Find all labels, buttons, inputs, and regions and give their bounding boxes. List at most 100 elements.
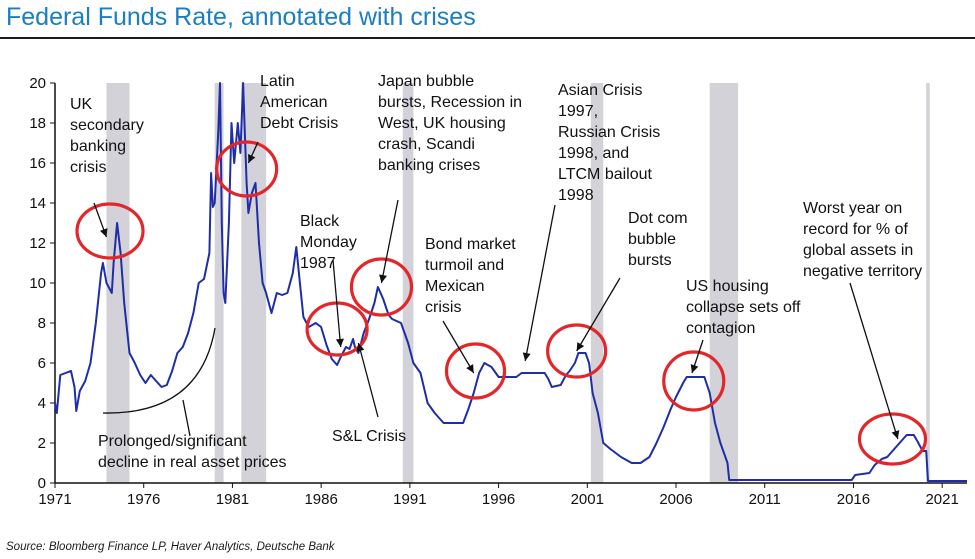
recession-band [214,83,224,483]
y-tick-label: 18 [29,115,46,132]
annotation-line: turmoil and [425,257,504,274]
annotation-line: crisis [425,299,461,316]
axes: 0 2 4 6 8 10 12 14 16 18 20 1971 1976 1981 1986 1991 199… [29,75,967,508]
annotation-line: US housing [686,278,769,295]
x-tick-label: 1996 [482,491,515,508]
annotation-arrowhead [99,228,108,237]
annotation-circle [662,350,726,412]
y-tick-label: 12 [29,235,46,252]
y-tick-label: 20 [29,75,46,92]
annotation-text: Worst year on record for % of global asset… [803,200,922,280]
y-tick-label: 14 [29,195,46,212]
annotation-arrowhead [522,352,531,361]
annotation-line: bursts, Recession in [378,94,522,111]
annotation-line: Asian Crisis [558,82,642,99]
x-tick-label: 2001 [571,491,604,508]
x-tick-label: 1986 [304,491,337,508]
x-tick-label: 1991 [393,491,426,508]
annotation-line: West, UK housing [378,115,506,132]
annotation-arrow [442,320,475,374]
annotation-line: 1998 [558,187,594,204]
annotation-text: S&L Crisis [332,428,406,445]
x-tick-label: 2011 [749,491,781,508]
decline-arc [102,327,216,414]
recession-band [590,83,604,483]
annotation-line: Russian Crisis [558,124,660,141]
annotation-line: Worst year on [803,200,902,217]
annotation-arrowhead [690,364,699,373]
y-tick-label: 6 [38,355,46,372]
chart: 0 2 4 6 8 10 12 14 16 18 20 1971 1976 1981 1986 1991 199… [29,73,967,508]
annotation-line: record for % of [803,221,908,238]
annotation-line: contagion [686,320,755,337]
annotation-texts: UK secondary banking crisis Latin American Deb… [70,73,922,471]
annotation-arrowhead [576,342,585,351]
recession-band [926,83,930,483]
annotation-line: collapse sets off [686,299,801,316]
annotation-line: Mexican [425,278,485,295]
annotation-text: Black Monday 1987 [300,213,357,272]
y-tick-label: 0 [38,475,46,492]
annotation-circle [546,323,608,379]
y-tick-label: 10 [29,275,46,292]
annotation-arrowhead [379,274,387,283]
series-group [54,82,967,482]
x-tick-label: 1981 [216,491,249,508]
annotation-line: UK [70,96,93,113]
annotation-line: crisis [70,159,106,176]
annotation-line: 1997, [558,103,598,120]
annotation-arrow [332,259,342,348]
y-tick-label: 2 [38,435,46,452]
recession-band [106,83,130,483]
annotation-line: negative territory [803,263,922,280]
annotation-line: LTCM bailout [558,166,653,183]
y-tick-label: 8 [38,315,46,332]
annotation-text: Asian Crisis 1997, Russian Crisis 1998, and… [558,82,660,204]
decline-arc-group [102,327,216,437]
decline-arc-pointer [182,399,191,437]
y-tick-label: 16 [29,155,46,172]
annotation-line: Bond market [425,236,516,253]
source-note: Source: Bloomberg Finance LP, Haver Anal… [6,541,335,553]
x-tick-label: 2006 [659,491,692,508]
annotation-line: Dot com [628,210,688,227]
annotation-line: bursts [628,252,672,269]
annotation-line: bubble [628,231,676,248]
y-tick-label: 4 [38,395,46,412]
annotation-line: Prolonged/significant [98,433,247,450]
annotation-line: Debt Crisis [260,115,338,132]
annotation-arrowhead [248,154,256,163]
annotation-text: US housing collapse sets off contagion [686,278,801,337]
annotation-circle [857,412,928,466]
annotation-text: Prolonged/significant decline in real ass… [98,433,287,471]
annotation-circle [444,342,507,400]
annotation-arrowhead [356,343,365,352]
annotation-arrow [849,282,899,440]
annotation-arrowhead [335,338,344,347]
annotation-line: global assets in [803,242,913,259]
annotation-circles [75,140,928,466]
recession-band [402,83,414,483]
annotation-line: decline in real asset prices [98,454,287,471]
annotation-line: secondary [70,117,144,134]
annotation-text: Latin American Debt Crisis [260,73,338,132]
annotation-line: Japan bubble [378,73,474,90]
annotation-line: American [260,94,328,111]
annotation-circle [215,140,279,198]
annotation-arrow [380,199,399,284]
annotation-line: Black [300,213,340,230]
annotation-line: Monday [300,234,357,251]
annotation-line: Latin [260,73,295,90]
x-tick-label: 1971 [38,491,71,508]
annotation-arrowhead [891,430,900,439]
annotation-line: 1998, and [558,145,629,162]
x-tick-label: 2016 [837,491,870,508]
annotation-arrow [524,204,556,362]
annotation-text: Bond market turmoil and Mexican crisis [425,236,516,316]
annotation-line: crash, Scandi [378,136,475,153]
annotation-circle [75,202,145,260]
annotation-circle [349,257,414,317]
recession-bands [106,83,930,483]
series-line-fed-funds-rate [54,82,967,482]
annotation-arrow [357,342,379,418]
